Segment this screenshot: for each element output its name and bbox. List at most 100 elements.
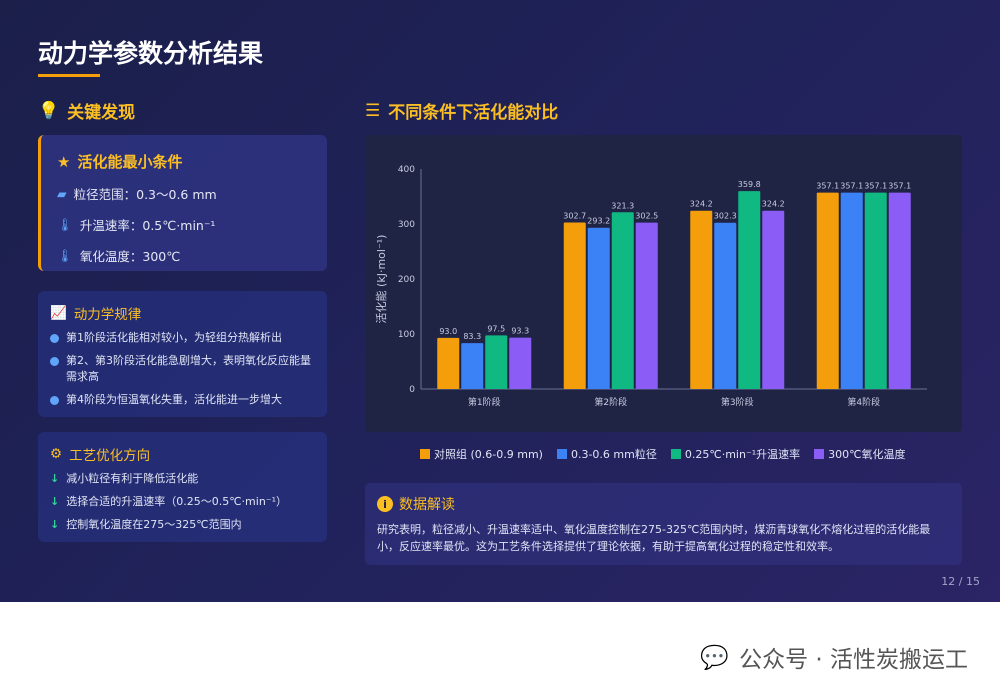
chart-panel: 0 100 200 300 400 活化能 (kJ·mol⁻¹) 第1阶段 93.0 83.3 9… — [365, 135, 962, 432]
data-label: 321.3 — [611, 201, 634, 210]
y-tick-label: 100 — [398, 330, 415, 340]
list-item: ↓ 减小粒径有利于降低活化能 — [50, 471, 315, 487]
legend-label: 300℃氧化温度 — [828, 448, 906, 461]
list-text: 减小粒径有利于降低活化能 — [66, 472, 199, 485]
bar — [714, 222, 737, 389]
legend-item[interactable]: 0.3-0.6 mm粒径 — [556, 446, 657, 462]
data-label: 357.1 — [816, 182, 839, 191]
heating-rate: 升温速率：0.5℃·min⁻¹ — [79, 218, 216, 233]
bullet-icon — [50, 357, 59, 366]
section-title: 不同条件下活化能对比 — [388, 103, 559, 123]
data-label: 359.8 — [738, 180, 761, 189]
legend-swatch — [556, 449, 567, 459]
data-label: 97.5 — [487, 324, 505, 333]
bar — [888, 192, 911, 389]
particle-size: 粒径范围：0.3～0.6 mm — [73, 187, 217, 202]
bar — [461, 343, 484, 389]
info-title: 数据解读 — [399, 497, 455, 513]
watermark-text: 公众号 · 活性炭搬运工 — [739, 647, 968, 673]
data-label: 302.7 — [563, 212, 586, 221]
data-label: 357.1 — [864, 182, 887, 191]
bar — [840, 192, 863, 389]
min-activation-card: ★ 活化能最小条件 ▰ 粒径范围：0.3～0.6 mm 🌡 升温速率：0.5℃·min… — [38, 135, 327, 271]
card-title: 动力学规律 — [73, 307, 142, 323]
legend-swatch — [670, 449, 681, 459]
chart-heading: ☰ 不同条件下活化能对比 — [365, 98, 559, 124]
legend-swatch — [420, 449, 430, 459]
y-axis-label: 活化能 (kJ·mol⁻¹) — [374, 235, 388, 324]
data-label: 357.1 — [888, 182, 911, 191]
y-tick-label: 400 — [398, 165, 415, 175]
legend-label: 0.25℃·min⁻¹升温速率 — [684, 448, 801, 461]
list-text: 控制氧化温度在275～325℃范围内 — [66, 518, 242, 531]
page-number: 12 / 15 — [941, 575, 980, 588]
data-label: 357.1 — [840, 182, 863, 191]
bar — [563, 222, 586, 389]
chart-legend: 对照组 (0.6-0.9 mm) 0.3-0.6 mm粒径 0.25℃·min⁻¹升… — [420, 446, 906, 462]
thermometer-icon: 🌡 — [57, 216, 73, 232]
card-title: 活化能最小条件 — [77, 153, 183, 171]
arrow-down-icon: ↓ — [50, 518, 60, 531]
data-label: 324.2 — [762, 200, 785, 209]
ruler-icon: ▰ — [57, 186, 67, 201]
list-item: 第2、第3阶段活化能急剧增大，表明氧化反应能量需求高 — [50, 353, 315, 385]
bar — [485, 335, 508, 389]
y-tick-label: 300 — [398, 220, 415, 230]
title-underline — [38, 74, 100, 77]
arrow-down-icon: ↓ — [50, 472, 60, 485]
bullet-icon — [50, 334, 59, 343]
legend-item[interactable]: 对照组 (0.6-0.9 mm) — [420, 446, 543, 462]
bar — [509, 337, 532, 389]
card-title: 工艺优化方向 — [69, 448, 151, 464]
bar — [437, 337, 460, 389]
data-label: 93.3 — [511, 327, 529, 336]
list-text: 选择合适的升温速率（0.25～0.5℃·min⁻¹） — [66, 495, 288, 508]
bar — [762, 210, 785, 389]
legend-label: 0.3-0.6 mm粒径 — [570, 448, 657, 461]
x-tick-label: 第1阶段 — [468, 396, 501, 408]
star-icon: ★ — [57, 152, 71, 171]
list-item: 第1阶段活化能相对较小，为轻组分热解析出 — [50, 330, 315, 346]
legend-item[interactable]: 0.25℃·min⁻¹升温速率 — [670, 446, 801, 462]
lightbulb-icon: 💡 — [38, 100, 60, 121]
y-tick-label: 0 — [409, 385, 415, 395]
thermometer-icon: 🌡 — [57, 247, 73, 263]
bar — [690, 210, 713, 389]
list-text: 第2、第3阶段活化能急剧增大，表明氧化反应能量需求高 — [66, 354, 311, 383]
line-chart-icon: 📈 — [50, 305, 67, 321]
list-item: 第4阶段为恒温氧化失重，活化能进一步增大 — [50, 392, 315, 408]
arrow-down-icon: ↓ — [50, 495, 60, 508]
data-label: 83.3 — [463, 332, 481, 341]
bar — [864, 192, 887, 389]
data-label: 293.2 — [587, 217, 610, 226]
y-tick-label: 200 — [398, 275, 415, 285]
list-text: 第1阶段活化能相对较小，为轻组分热解析出 — [66, 331, 282, 344]
list-item: ↓ 选择合适的升温速率（0.25～0.5℃·min⁻¹） — [50, 494, 315, 510]
page-title: 动力学参数分析结果 — [38, 39, 264, 68]
list-item: ↓ 控制氧化温度在275～325℃范围内 — [50, 517, 315, 533]
legend-label: 对照组 (0.6-0.9 mm) — [434, 448, 543, 461]
x-tick-label: 第3阶段 — [721, 396, 754, 408]
data-label: 324.2 — [690, 200, 713, 209]
bar — [587, 227, 610, 389]
list-text: 第4阶段为恒温氧化失重，活化能进一步增大 — [66, 393, 282, 406]
gears-icon: ⚙ — [50, 446, 63, 462]
bar — [635, 222, 658, 389]
bar — [816, 192, 839, 389]
bar — [611, 212, 634, 389]
legend-item[interactable]: 300℃氧化温度 — [814, 446, 906, 462]
legend-swatch — [814, 449, 825, 459]
info-icon: i — [377, 496, 393, 512]
section-title: 关键发现 — [67, 103, 136, 123]
data-label: 93.0 — [439, 327, 457, 336]
bar-list-icon: ☰ — [365, 100, 381, 121]
x-tick-label: 第2阶段 — [594, 396, 627, 408]
wechat-icon: 💬 — [700, 644, 730, 671]
x-tick-label: 第4阶段 — [847, 396, 880, 408]
oxidation-temp: 氧化温度：300℃ — [79, 249, 181, 264]
slide: 动力学参数分析结果 💡 关键发现 ★ 活化能最小条件 ▰ 粒径范围：0.3～0.6 … — [0, 0, 1000, 602]
bar-chart: 0 100 200 300 400 活化能 (kJ·mol⁻¹) 第1阶段 93.0 83.3 9… — [374, 165, 927, 408]
key-findings-heading: 💡 关键发现 — [38, 98, 136, 124]
bullet-icon — [50, 396, 59, 405]
kinetics-card: 📈 动力学规律 第1阶段活化能相对较小，为轻组分热解析出 第2、第3阶段活化能急剧… — [38, 291, 327, 417]
